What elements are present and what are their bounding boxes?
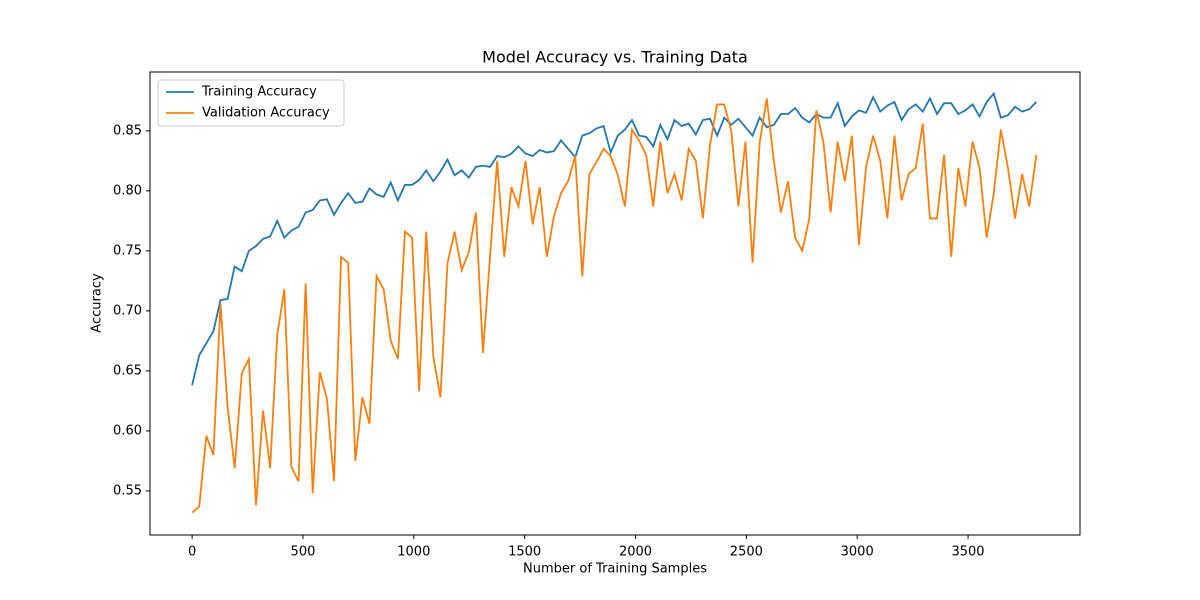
x-tick-label: 1500: [508, 545, 541, 560]
chart-title: Model Accuracy vs. Training Data: [482, 48, 748, 67]
y-tick-label: 0.60: [113, 423, 142, 438]
y-tick-label: 0.85: [113, 123, 142, 138]
y-tick-label: 0.80: [113, 183, 142, 198]
y-tick-label: 0.65: [113, 363, 142, 378]
x-axis-label: Number of Training Samples: [523, 562, 707, 577]
y-tick-label: 0.75: [113, 243, 142, 258]
y-axis-label: Accuracy: [90, 273, 105, 333]
x-tick-label: 3500: [951, 545, 984, 560]
x-tick-label: 3000: [841, 545, 874, 560]
legend-box: [157, 79, 345, 127]
y-tick-label: 0.70: [113, 303, 142, 318]
plot-frame: [149, 71, 1081, 536]
x-tick-label: 0: [188, 545, 196, 560]
x-tick-label: 1000: [397, 545, 430, 560]
x-tick-label: 500: [291, 545, 316, 560]
x-tick-label: 2500: [730, 545, 763, 560]
data-line: [191, 98, 1038, 514]
x-tick-label: 2000: [619, 545, 652, 560]
legend-label: Training Accuracy: [201, 85, 317, 100]
data-line: [191, 91, 1037, 386]
y-tick-label: 0.55: [113, 483, 142, 498]
legend-label: Validation Accuracy: [202, 106, 330, 121]
